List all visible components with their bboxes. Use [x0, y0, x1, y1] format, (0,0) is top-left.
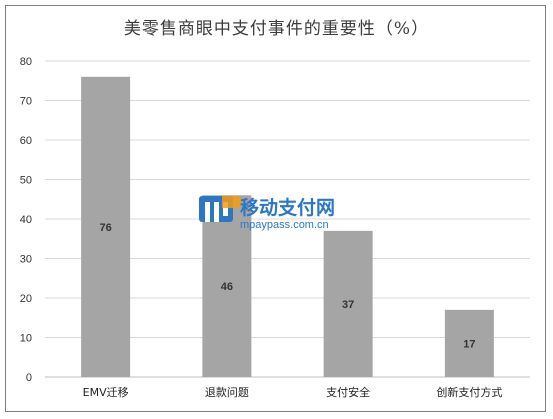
bar	[323, 230, 373, 377]
bar	[202, 195, 252, 377]
y-tick-label: 10	[20, 333, 32, 345]
bar	[444, 309, 494, 377]
y-tick-label: 50	[20, 175, 32, 187]
watermark-name: 移动支付网	[240, 196, 335, 219]
y-tick-label: 60	[20, 135, 32, 147]
chart-title: 美零售商眼中支付事件的重要性（%）	[123, 19, 430, 39]
watermark: 移动支付网 mpaypass.com.cn	[199, 196, 335, 231]
data-label: 17	[463, 338, 475, 350]
data-label: 76	[100, 222, 112, 234]
x-category-label: 退款问题	[205, 385, 249, 399]
data-labels: 76 46 37 17	[100, 222, 476, 351]
y-tick-label: 80	[20, 56, 32, 68]
data-label: 46	[221, 281, 233, 293]
y-tick-label: 20	[20, 293, 32, 305]
bars	[81, 76, 494, 378]
mpaypass-logo-icon	[199, 196, 242, 222]
y-tick-label: 0	[26, 372, 32, 384]
bar	[81, 76, 131, 378]
x-category-label: 支付安全	[326, 385, 370, 399]
x-axis-categories: EMV迁移 退款问题 支付安全 创新支付方式	[83, 385, 503, 399]
x-category-label: EMV迁移	[83, 386, 129, 399]
y-tick-label: 70	[20, 96, 32, 108]
watermark-url: mpaypass.com.cn	[240, 219, 329, 231]
data-label: 37	[342, 299, 354, 311]
y-tick-label: 30	[20, 254, 32, 266]
x-category-label: 创新支付方式	[436, 385, 502, 399]
y-tick-label: 40	[20, 214, 32, 226]
y-axis-ticks: 0 10 20 30 40 50 60 70 80	[20, 56, 32, 384]
